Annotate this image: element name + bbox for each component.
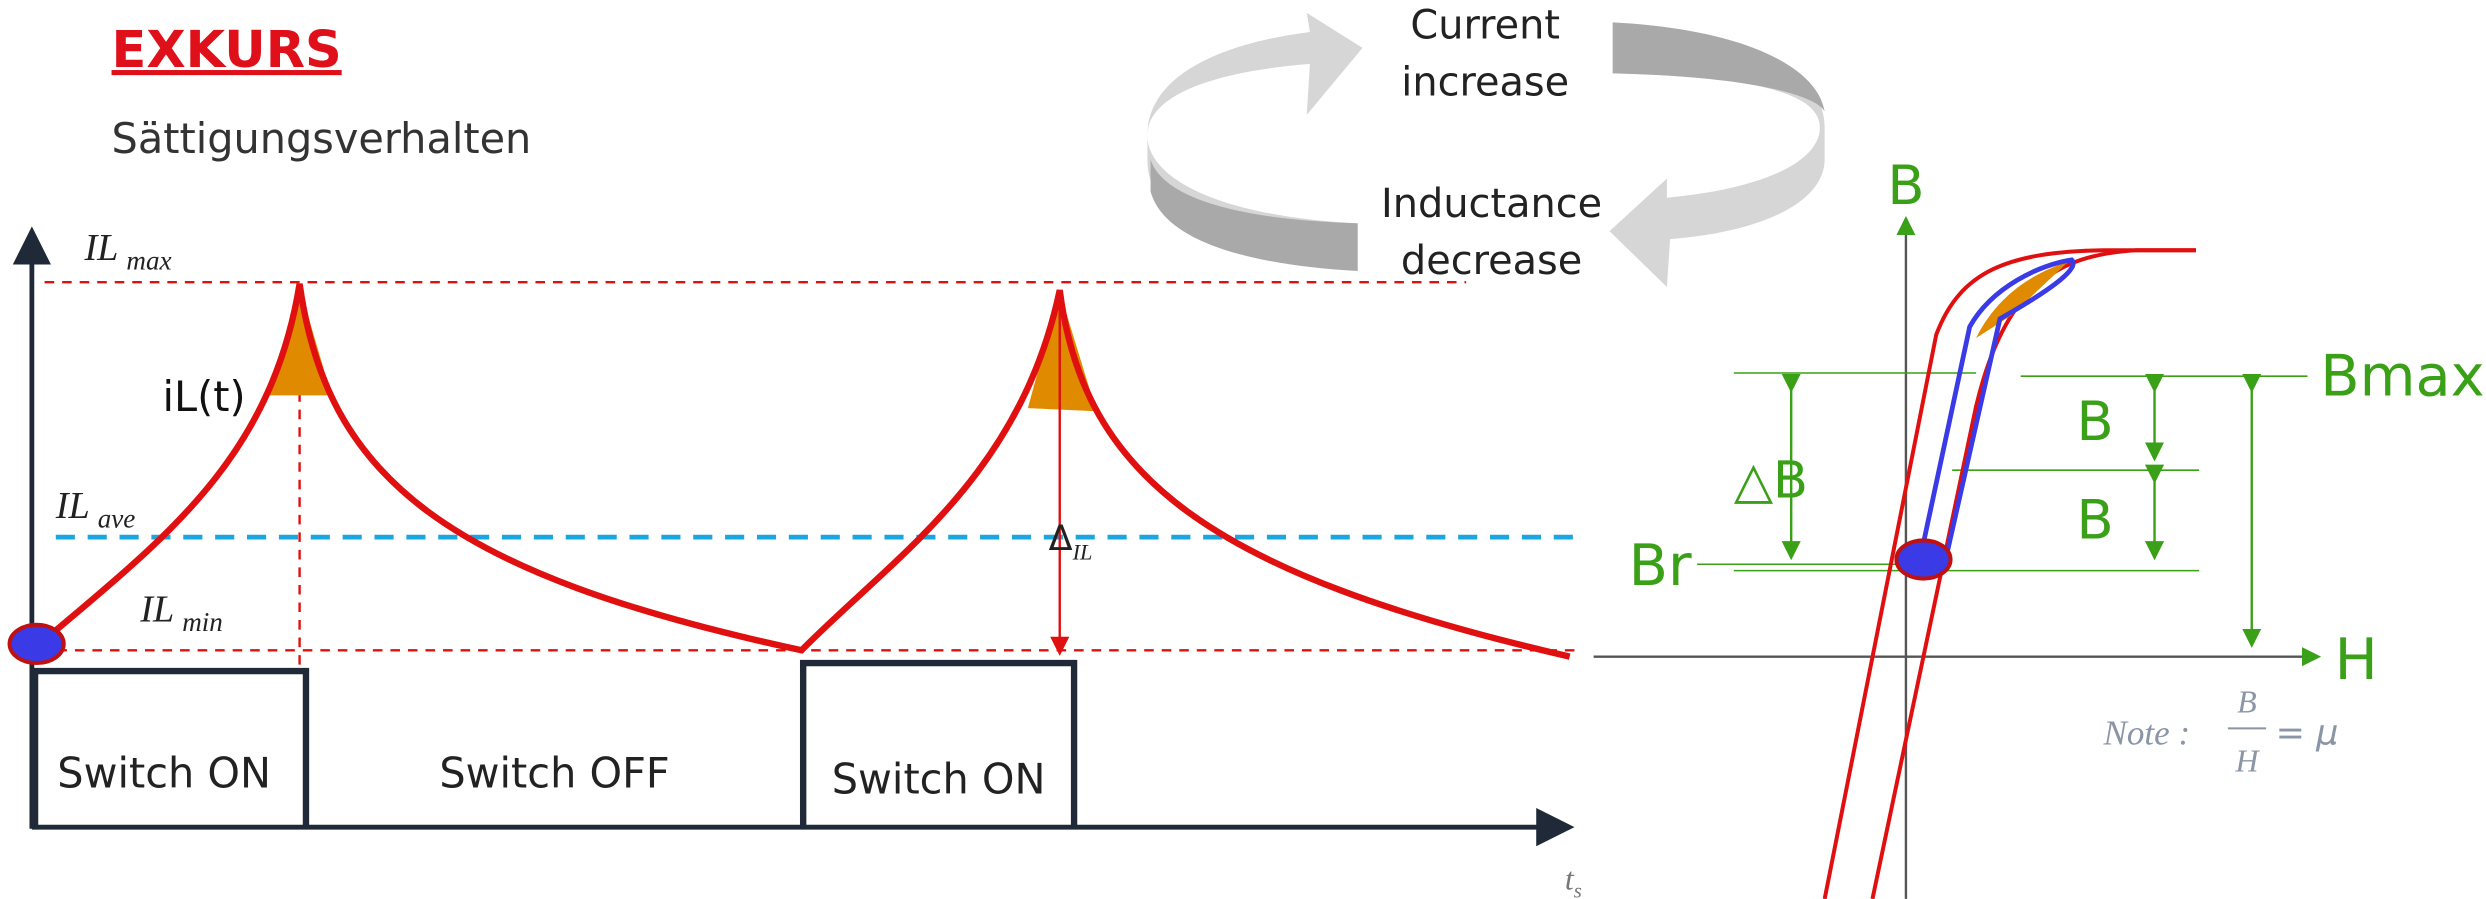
switch-label: Switch ON: [832, 756, 1046, 804]
b-axis: B: [1887, 154, 1924, 217]
cycle-text: decrease: [1401, 238, 1582, 284]
subtitle: Sättigungsverhalten: [112, 115, 532, 163]
br: Br: [1629, 532, 1692, 599]
switch-label: Switch OFF: [439, 749, 669, 797]
time-label: ts: [1565, 861, 1582, 899]
il-min: IL min: [139, 589, 223, 638]
waveform: [7, 226, 1586, 847]
note-prefix: Note :: [2103, 713, 2191, 752]
h-axis: H: [2335, 626, 2378, 693]
half-b: B: [2076, 390, 2113, 453]
note: Note : B H = μ: [2103, 684, 2339, 778]
hysteresis: [1593, 216, 2322, 899]
title: EXKURS: [112, 21, 342, 80]
curve-label: iL(t): [163, 373, 246, 421]
note-num: B: [2237, 684, 2256, 719]
cycle-text: Inductance: [1381, 181, 1602, 227]
il-ave: IL ave: [55, 485, 136, 534]
delta-il: ΔIL: [1049, 518, 1093, 565]
cycle-text: increase: [1401, 60, 1569, 106]
note-result: = μ: [2276, 712, 2339, 753]
bmax: Bmax: [2320, 342, 2484, 409]
switch-label: Switch ON: [57, 749, 271, 797]
il-max: IL max: [83, 227, 171, 276]
delta-b: △B: [1734, 451, 1808, 510]
note-den: H: [2234, 743, 2260, 778]
half-b: B: [2076, 489, 2113, 552]
cycle-arrows: [1147, 12, 1825, 287]
cycle-text: Current: [1410, 2, 1560, 48]
